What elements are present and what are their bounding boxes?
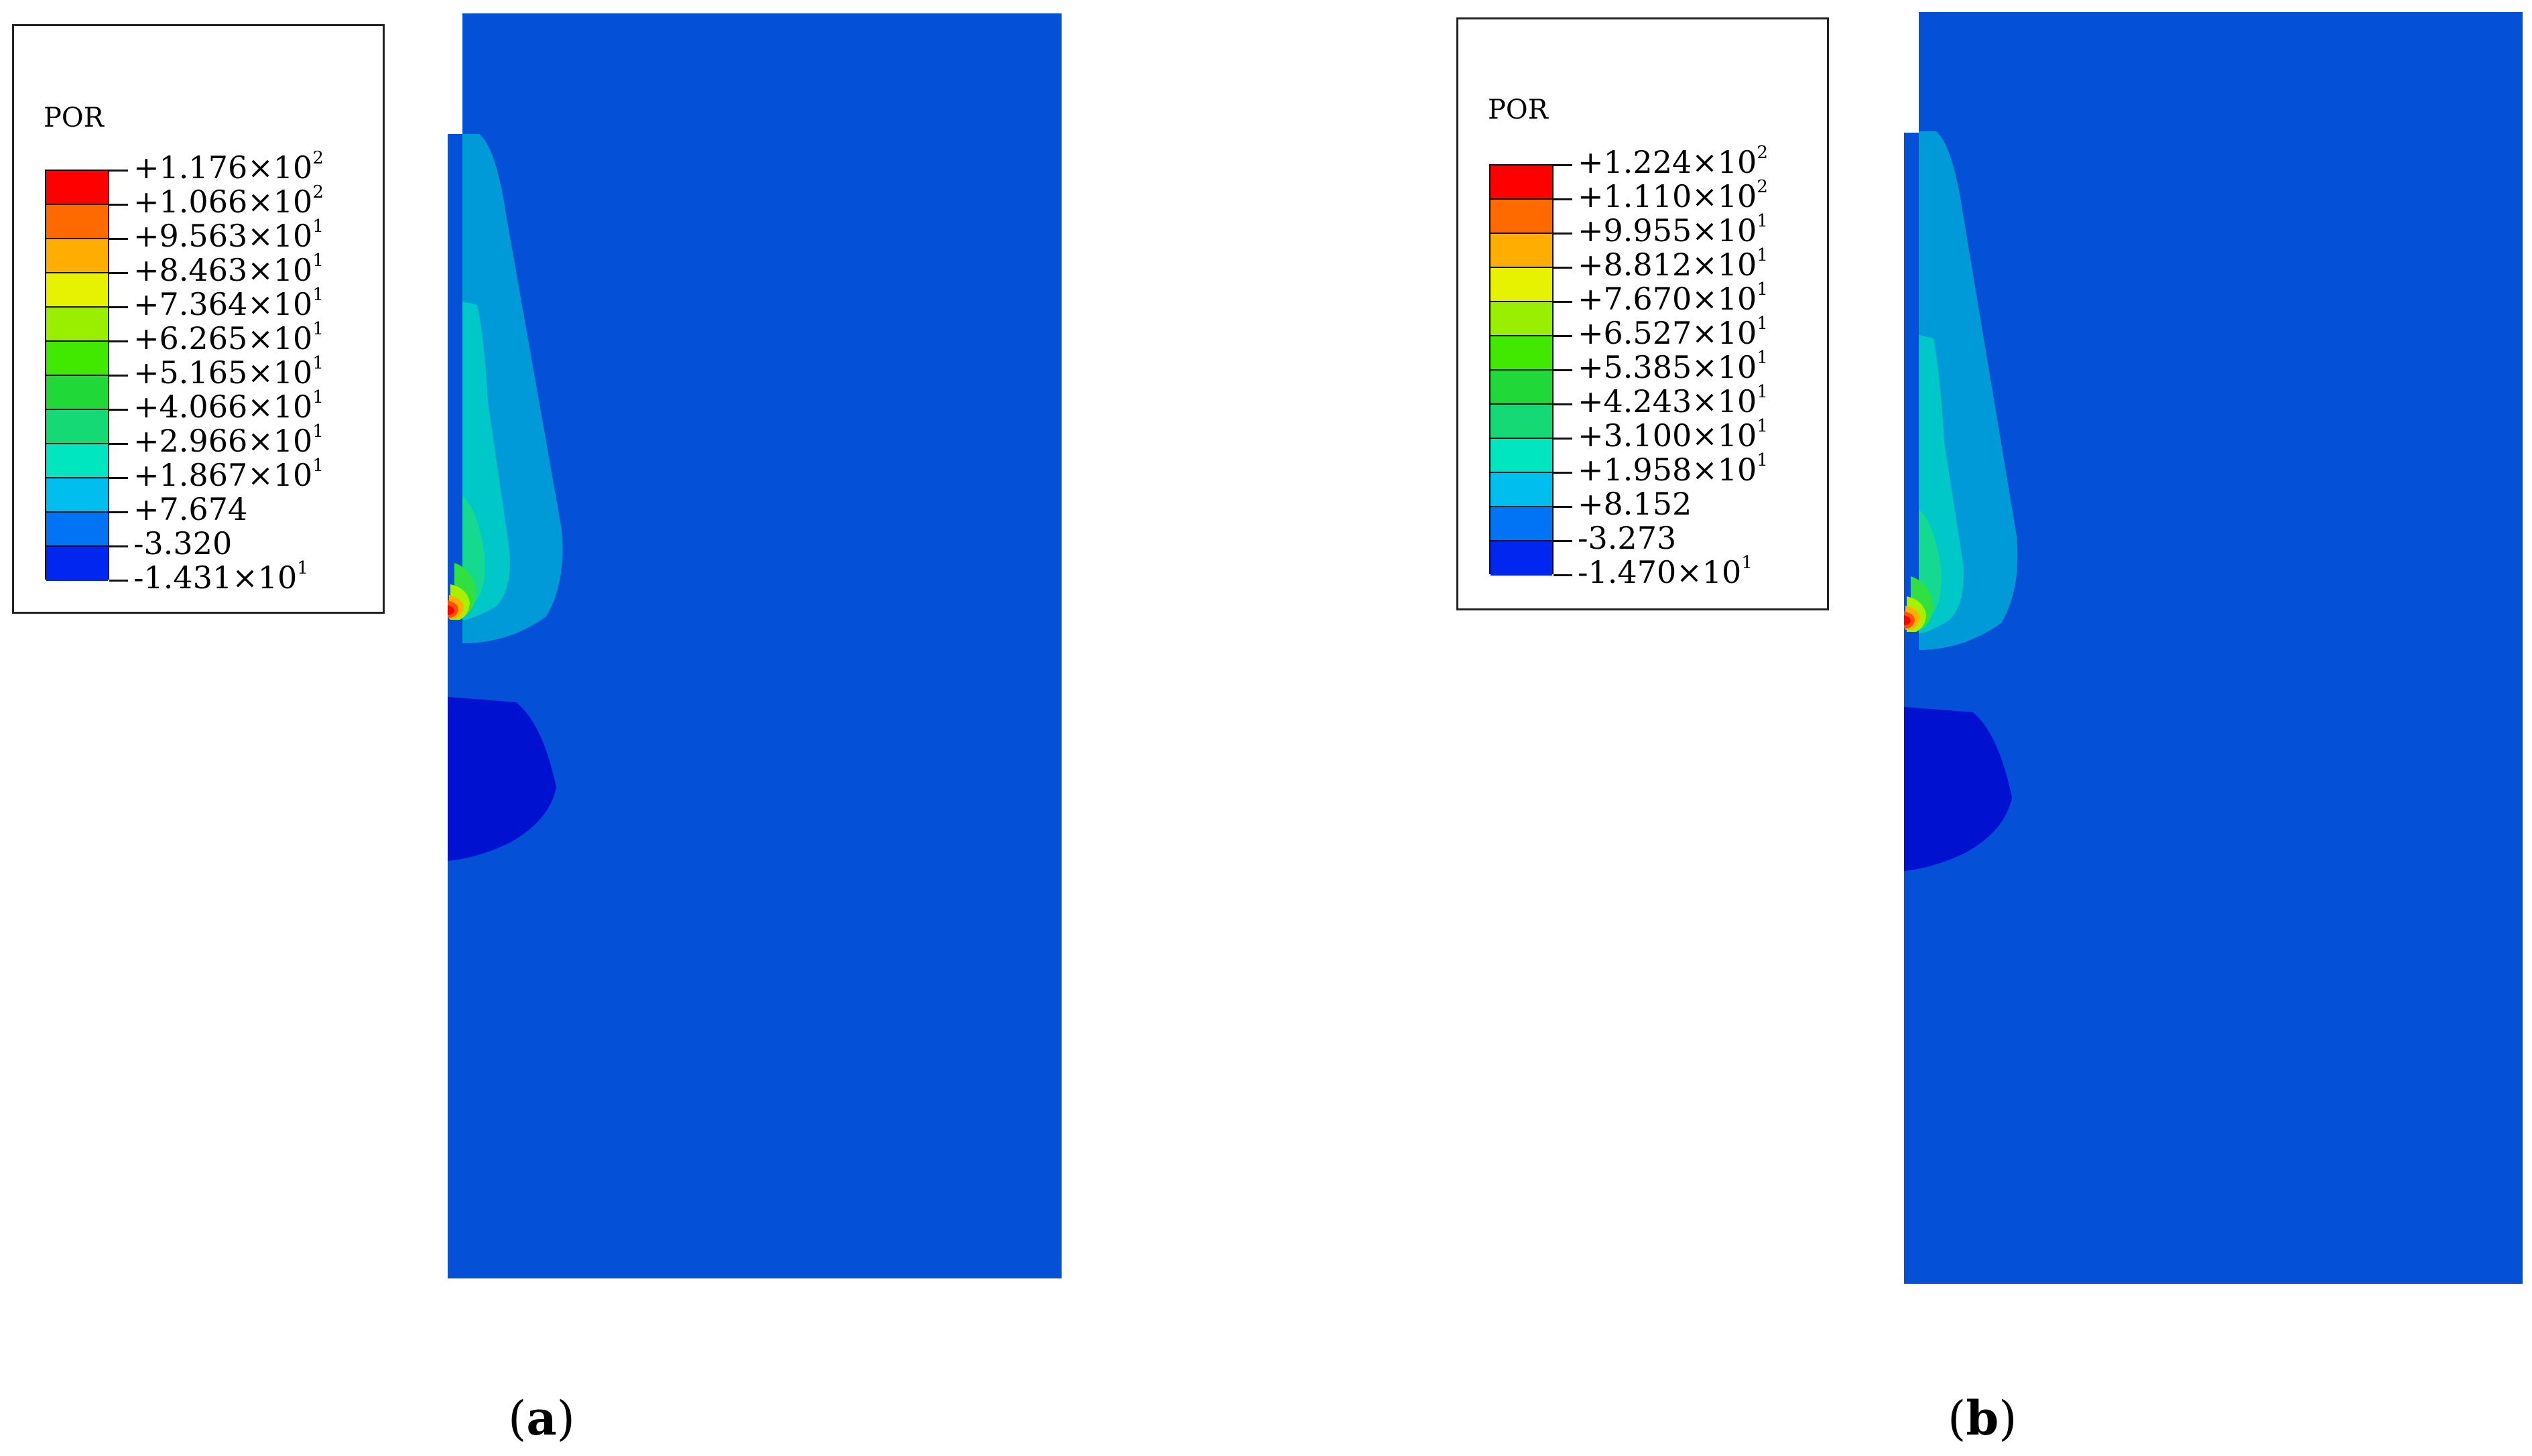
contour-negative-region	[1904, 707, 2012, 871]
contour-panel-a: POR +1.176×102 +1.066×102 +9.563×101 +8.…	[12, 13, 1062, 1446]
legend-label: +8.812×101	[1578, 245, 1768, 283]
legend-label: +6.527×101	[1578, 314, 1768, 351]
legend-title: POR	[44, 103, 104, 133]
color-band-4	[1491, 268, 1552, 302]
legend-label: +8.152	[1578, 486, 1692, 522]
color-band-10	[46, 478, 108, 513]
legend-label: +7.364×101	[133, 285, 324, 322]
color-band-12	[46, 547, 108, 581]
color-band-9	[1491, 439, 1552, 473]
color-band-6	[46, 342, 108, 376]
color-band-2	[46, 205, 108, 239]
contour-peak	[1904, 615, 1911, 625]
color-scale	[1489, 164, 1554, 576]
legend-label: +9.955×101	[1578, 211, 1768, 249]
legend-label: +3.100×101	[1578, 416, 1768, 454]
color-band-10	[1491, 473, 1552, 507]
legend-label: +1.110×102	[1578, 177, 1768, 214]
color-band-9	[46, 444, 108, 478]
contour-plot-b	[1904, 12, 2523, 1284]
color-band-3	[46, 239, 108, 273]
legend-label: +1.867×101	[133, 456, 324, 493]
legend-label: -1.470×101	[1578, 553, 1753, 590]
color-band-6	[1491, 336, 1552, 371]
legend-label: -1.431×101	[133, 558, 308, 596]
legend-label: +7.670×101	[1578, 279, 1768, 317]
color-band-1	[1491, 166, 1552, 200]
contour-panel-b: POR +1.224×102 +1.110×102 +9.955×101 +8.…	[1266, 0, 2532, 1456]
color-band-5	[1491, 302, 1552, 336]
color-band-8	[46, 410, 108, 444]
color-band-5	[46, 308, 108, 342]
color-scale	[45, 170, 109, 581]
legend-label: +9.563×101	[133, 216, 324, 254]
legend-title: POR	[1488, 94, 1548, 125]
legend-label: +2.966×101	[133, 421, 324, 459]
color-band-7	[1491, 371, 1552, 405]
legend-label: +1.224×102	[1578, 143, 1768, 180]
contour-plot-a	[448, 13, 1062, 1278]
legend-label: +6.265×101	[133, 319, 324, 356]
legend-label: +5.165×101	[133, 353, 324, 391]
legend-label: +4.066×101	[133, 387, 324, 425]
contour-negative-region	[448, 697, 556, 861]
pore-pressure-field	[448, 13, 1062, 1278]
color-band-1	[46, 171, 108, 205]
domain-top-left-notch	[1904, 12, 1919, 133]
legend-a: POR +1.176×102 +1.066×102 +9.563×101 +8.…	[12, 24, 385, 614]
legend-label: +5.385×101	[1578, 348, 1768, 385]
color-band-12	[1491, 541, 1552, 576]
color-band-8	[1491, 405, 1552, 439]
legend-label: +7.674	[133, 491, 248, 527]
color-band-11	[46, 513, 108, 547]
color-band-11	[1491, 507, 1552, 541]
color-band-4	[46, 273, 108, 308]
legend-label: +1.176×102	[133, 148, 324, 186]
contour-peak	[448, 605, 454, 615]
pore-pressure-field	[1904, 12, 2523, 1284]
color-band-7	[46, 376, 108, 410]
color-band-3	[1491, 234, 1552, 268]
legend-label: +1.958×101	[1578, 450, 1768, 488]
legend-label: +4.243×101	[1578, 382, 1768, 419]
color-band-2	[1491, 200, 1552, 234]
legend-b: POR +1.224×102 +1.110×102 +9.955×101 +8.…	[1456, 17, 1829, 610]
legend-label: -3.320	[133, 525, 233, 561]
domain-top-left-notch	[448, 13, 462, 134]
legend-label: +8.463×101	[133, 251, 324, 288]
panel-caption-a: (a)	[508, 1390, 575, 1446]
panel-caption-b: (b)	[1948, 1390, 2017, 1446]
legend-label: -3.273	[1578, 520, 1677, 556]
legend-label: +1.066×102	[133, 182, 324, 220]
